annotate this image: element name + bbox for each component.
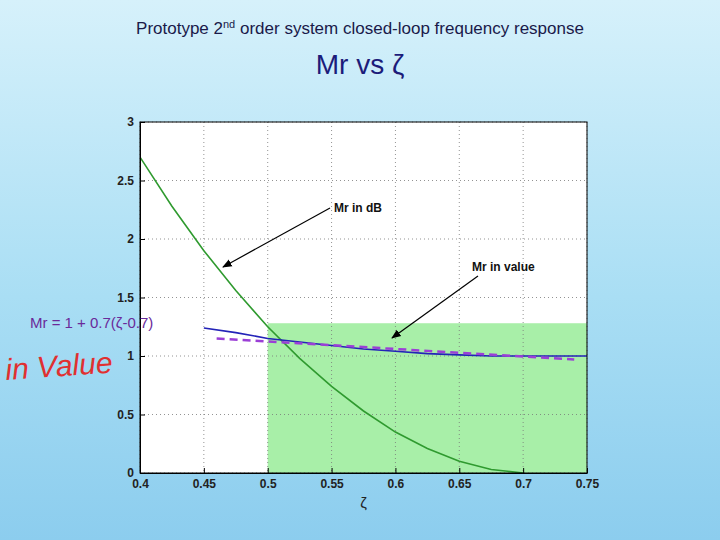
tick-mark [140,239,145,240]
series-line [140,157,523,473]
handwritten-note: in Value [4,346,113,386]
title: Prototype 2nd order system closed-loop f… [136,18,584,38]
tick: 0.6 [388,468,405,491]
tick-mark [268,468,269,473]
tick-mark [140,298,145,299]
series-group [140,157,587,473]
tick: 1.5 [117,291,145,305]
grid-line-x [523,122,524,473]
y-axis: 0 0.5 1 1.5 2 2.5 3 [117,115,145,480]
grid-line-y [140,297,587,298]
grid-line-y [140,180,587,181]
tick-label: 0.4 [132,477,149,491]
tick-label: 1 [127,349,134,363]
grid-line-y [140,239,587,240]
x-axis-label: ζ [360,494,367,511]
series-label: Mr in dB [334,201,382,215]
tick: 0.45 [193,468,217,491]
grid [140,122,587,473]
chart-svg: Prototype 2nd order system closed-loop f… [0,0,720,540]
plot-background [140,122,587,473]
tick-mark [459,468,460,473]
chart-container: Prototype 2nd order system closed-loop f… [0,0,720,540]
grid-line-x [395,122,396,473]
shaded-region [268,323,587,473]
tick-label: 0.5 [117,408,134,422]
tick-mark [332,468,333,473]
annotation-arrow [392,276,478,338]
grid-line-x [459,122,460,473]
tick-label: 3 [127,115,134,129]
tick: 0.75 [576,468,600,491]
grid-line-y [140,414,587,415]
tick-mark [395,468,396,473]
tick: 0.7 [515,468,532,491]
annotation-arrow [223,208,330,267]
tick-label: 0.7 [515,477,532,491]
grid-line-x [331,122,332,473]
tick: 0.55 [320,468,344,491]
tick-mark [523,468,524,473]
tick-mark [140,181,145,182]
x-axis: 0.4 0.45 0.5 0.55 0.6 0.65 0.7 0.75 [132,468,599,491]
tick: 2.5 [117,174,145,188]
tick-label: 0.5 [260,477,277,491]
tick-label: 0.55 [320,477,344,491]
tick-label: 0.45 [193,477,217,491]
plot-area [268,323,587,473]
plot-frame [140,122,587,473]
tick-mark [140,356,145,357]
series-label: Mr = 1 + 0.7(ζ-0.7) [30,314,153,331]
tick-label: 1.5 [117,291,134,305]
series-line [217,338,575,359]
tick-label: 2 [127,232,134,246]
tick-label: 0.65 [448,477,472,491]
tick-label: 0.6 [388,477,405,491]
tick: 0.5 [117,408,145,422]
series-label: Mr in value [472,260,535,274]
tick: 1 [127,349,145,363]
annotations: Mr in dB Mr in value Mr = 1 + 0.7(ζ-0.7) in… [4,201,535,386]
tick: 0.65 [448,468,472,491]
tick-mark [204,468,205,473]
tick-label: 0 [127,466,134,480]
tick-label: 0.75 [576,477,600,491]
subtitle: Mr vs ζ [316,49,405,80]
tick: 0.5 [260,468,277,491]
tick-mark [140,415,145,416]
tick-label: 2.5 [117,174,134,188]
tick: 2 [127,232,145,246]
